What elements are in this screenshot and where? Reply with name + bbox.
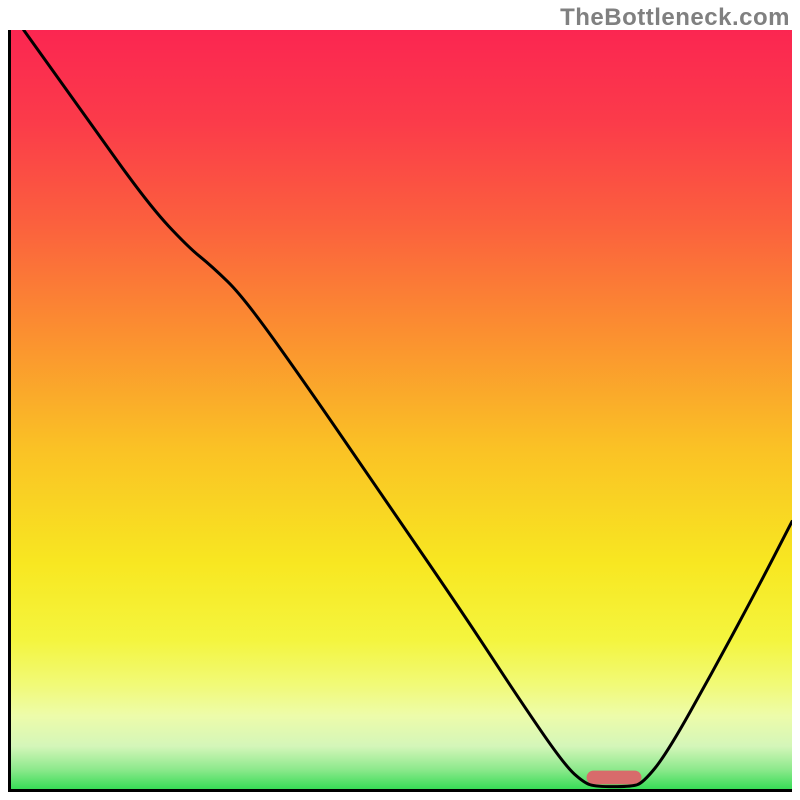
bottleneck-plot bbox=[8, 30, 792, 792]
chart-container: TheBottleneck.com bbox=[0, 0, 800, 800]
watermark-text: TheBottleneck.com bbox=[560, 4, 790, 32]
optimal-marker bbox=[587, 771, 642, 785]
background-gradient-rect bbox=[8, 30, 792, 792]
